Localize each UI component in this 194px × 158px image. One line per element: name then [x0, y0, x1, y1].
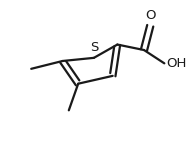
Text: O: O [145, 9, 156, 22]
Text: OH: OH [167, 57, 187, 70]
Text: S: S [90, 41, 98, 54]
